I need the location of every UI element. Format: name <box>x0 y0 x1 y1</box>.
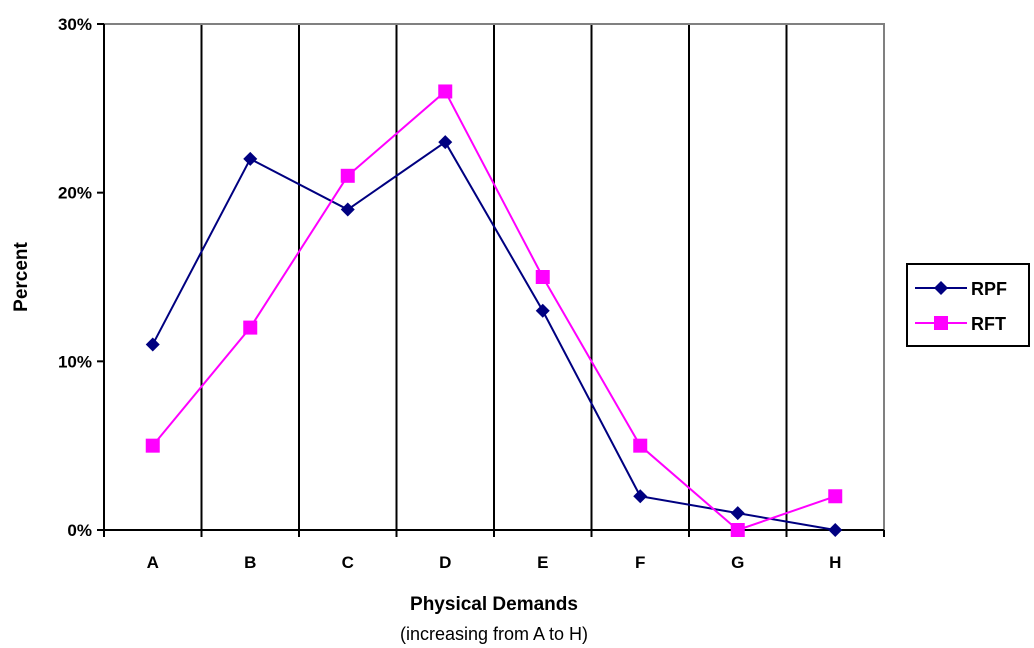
data-point <box>145 438 160 453</box>
data-point <box>438 84 453 99</box>
legend-item-rft: RFT <box>915 314 1006 334</box>
data-point <box>633 489 648 504</box>
data-point <box>828 523 843 537</box>
x-tick-label: E <box>537 553 548 572</box>
series-rft <box>145 84 843 537</box>
x-tick-label: H <box>829 553 841 572</box>
data-point <box>340 168 355 183</box>
data-point <box>535 303 550 318</box>
data-point <box>730 523 745 537</box>
legend-label: RFT <box>971 314 1006 334</box>
grid-lines <box>200 24 788 530</box>
x-tick-label: B <box>244 553 256 572</box>
legend: RPF RFT <box>906 263 1030 347</box>
data-point <box>145 337 160 352</box>
series-line <box>151 140 836 531</box>
y-axis-title: Percent <box>11 241 32 311</box>
legend-item-rpf: RPF <box>915 279 1007 299</box>
series-lines <box>145 84 843 537</box>
x-tick-label: G <box>731 553 744 572</box>
series-line <box>151 89 836 532</box>
series-rpf <box>145 135 843 537</box>
x-tick-label: C <box>342 553 354 572</box>
data-point <box>633 438 648 453</box>
axes <box>97 23 885 537</box>
y-tick-label: 30% <box>58 15 92 34</box>
data-point <box>243 320 258 335</box>
legend-marker <box>934 316 948 330</box>
y-tick-label: 10% <box>58 352 92 371</box>
x-tick-label: F <box>635 553 645 572</box>
y-tick-label: 0% <box>67 521 92 540</box>
legend-label: RPF <box>971 279 1007 299</box>
legend-box <box>906 263 1030 347</box>
data-point <box>828 489 843 504</box>
data-point <box>730 506 745 521</box>
x-axis-title: Physical Demands <box>410 594 578 615</box>
x-axis-subtitle: (increasing from A to H) <box>400 624 588 644</box>
y-tick-label: 20% <box>58 184 92 203</box>
y-tick-labels: 0% 10% 20% 30% <box>58 15 92 540</box>
x-tick-label: D <box>439 553 451 572</box>
data-point <box>243 151 258 166</box>
x-tick-label: A <box>147 553 159 572</box>
data-point <box>438 135 453 150</box>
legend-marker <box>934 281 948 295</box>
x-tick-labels: A B C D E F G H <box>147 553 842 572</box>
data-point <box>535 270 550 284</box>
data-point <box>340 202 355 217</box>
